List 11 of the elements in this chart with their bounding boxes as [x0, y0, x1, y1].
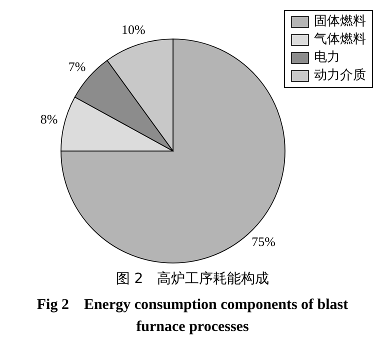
pie-slice	[60, 38, 286, 264]
data-label: 75%	[252, 234, 276, 250]
legend-label: 固体燃料	[314, 13, 366, 31]
legend-label: 气体燃料	[314, 31, 366, 49]
text: 图 2 高炉工序耗能构成	[114, 270, 270, 288]
legend-label: 动力介质	[314, 67, 366, 85]
text: Fig 2 Energy consumption components of blast furnace processes	[36, 296, 350, 337]
data-label: 8%	[40, 112, 58, 127]
legend-label: 电力	[314, 49, 340, 67]
data-label: 10%	[122, 22, 146, 37]
data-label: 7%	[68, 58, 86, 74]
